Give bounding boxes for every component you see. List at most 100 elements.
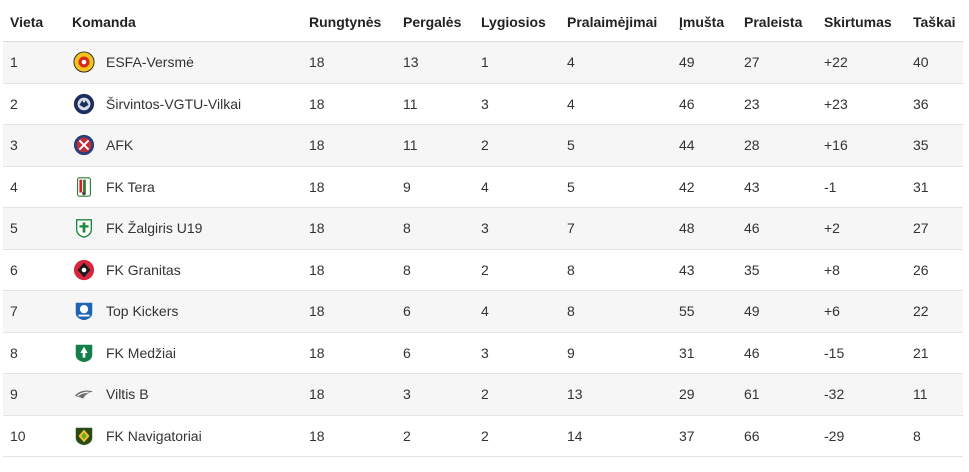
points-cell: 35 xyxy=(906,124,963,167)
team-cell: Viltis B xyxy=(65,373,302,416)
wins-cell: 6 xyxy=(396,290,474,333)
scored-cell: 46 xyxy=(672,83,737,125)
header-wins[interactable]: Pergalės xyxy=(396,3,474,42)
team-name[interactable]: FK Navigatoriai xyxy=(106,427,202,444)
fk-zalgiris-logo xyxy=(73,217,95,239)
scored-cell: 48 xyxy=(672,207,737,250)
table-row: 10 FK Navigatoriai 18 2 2 14 37 66 -29 8 xyxy=(3,415,963,457)
team-cell: FK Navigatoriai xyxy=(65,415,302,457)
sirvintos-vgtu-vilkai-logo xyxy=(73,93,95,115)
diff-cell: +2 xyxy=(817,207,906,250)
wins-cell: 11 xyxy=(396,83,474,125)
played-cell: 18 xyxy=(302,83,396,125)
losses-cell: 7 xyxy=(560,207,672,250)
team-name[interactable]: Top Kickers xyxy=(106,303,179,320)
points-cell: 21 xyxy=(906,332,963,374)
team-name[interactable]: AFK xyxy=(106,137,134,154)
diff-cell: -15 xyxy=(817,332,906,374)
header-draws[interactable]: Lygiosios xyxy=(474,3,560,42)
losses-cell: 9 xyxy=(560,332,672,374)
fk-navigatoriai-logo xyxy=(73,425,95,447)
top-kickers-logo xyxy=(73,300,95,322)
diff-cell: +23 xyxy=(817,83,906,125)
header-points[interactable]: Taškai xyxy=(906,3,963,42)
fk-medziai-logo xyxy=(73,342,95,364)
table-row: 2 Širvintos-VGTU-Vilkai 18 11 3 4 46 23 +23 36 xyxy=(3,83,963,125)
losses-cell: 4 xyxy=(560,83,672,125)
place-cell: 1 xyxy=(3,41,65,84)
losses-cell: 14 xyxy=(560,415,672,457)
losses-cell: 8 xyxy=(560,249,672,291)
team-cell: FK Tera xyxy=(65,166,302,208)
draws-cell: 2 xyxy=(474,415,560,457)
team-cell: ESFA-Versmė xyxy=(65,41,302,84)
team-name[interactable]: FK Žalgiris U19 xyxy=(106,220,203,237)
points-cell: 40 xyxy=(906,41,963,84)
header-diff[interactable]: Skirtumas xyxy=(817,3,906,42)
played-cell: 18 xyxy=(302,249,396,291)
team-name[interactable]: FK Tera xyxy=(106,178,155,195)
draws-cell: 3 xyxy=(474,207,560,250)
played-cell: 18 xyxy=(302,41,396,84)
team-name[interactable]: ESFA-Versmė xyxy=(106,54,194,71)
wins-cell: 8 xyxy=(396,207,474,250)
place-cell: 5 xyxy=(3,207,65,250)
place-cell: 3 xyxy=(3,124,65,167)
team-name[interactable]: FK Granitas xyxy=(106,261,181,278)
header-place[interactable]: Vieta xyxy=(3,3,65,42)
played-cell: 18 xyxy=(302,207,396,250)
scored-cell: 42 xyxy=(672,166,737,208)
draws-cell: 4 xyxy=(474,290,560,333)
losses-cell: 5 xyxy=(560,166,672,208)
points-cell: 31 xyxy=(906,166,963,208)
draws-cell: 3 xyxy=(474,332,560,374)
points-cell: 36 xyxy=(906,83,963,125)
header-row: Vieta Komanda Rungtynės Pergalės Lygiosi… xyxy=(3,3,963,42)
played-cell: 18 xyxy=(302,332,396,374)
place-cell: 6 xyxy=(3,249,65,291)
team-cell: FK Žalgiris U19 xyxy=(65,207,302,250)
conceded-cell: 49 xyxy=(737,290,817,333)
wins-cell: 6 xyxy=(396,332,474,374)
scored-cell: 29 xyxy=(672,373,737,416)
header-team[interactable]: Komanda xyxy=(65,3,302,42)
losses-cell: 4 xyxy=(560,41,672,84)
wins-cell: 8 xyxy=(396,249,474,291)
scored-cell: 31 xyxy=(672,332,737,374)
wins-cell: 9 xyxy=(396,166,474,208)
table-row: 8 FK Medžiai 18 6 3 9 31 46 -15 21 xyxy=(3,332,963,374)
place-cell: 7 xyxy=(3,290,65,333)
team-name[interactable]: FK Medžiai xyxy=(106,344,177,361)
fk-tera-logo xyxy=(73,176,95,198)
header-conceded[interactable]: Praleista xyxy=(737,3,817,42)
table-row: 9 Viltis B 18 3 2 13 29 61 -32 11 xyxy=(3,373,963,416)
table-row: 6 FK Granitas 18 8 2 8 43 35 +8 26 xyxy=(3,249,963,291)
header-losses[interactable]: Pralaimėjimai xyxy=(560,3,672,42)
wins-cell: 13 xyxy=(396,41,474,84)
place-cell: 9 xyxy=(3,373,65,416)
header-played[interactable]: Rungtynės xyxy=(302,3,396,42)
conceded-cell: 66 xyxy=(737,415,817,457)
draws-cell: 4 xyxy=(474,166,560,208)
team-cell: AFK xyxy=(65,124,302,167)
diff-cell: -29 xyxy=(817,415,906,457)
conceded-cell: 46 xyxy=(737,207,817,250)
played-cell: 18 xyxy=(302,124,396,167)
team-name[interactable]: Širvintos-VGTU-Vilkai xyxy=(106,95,242,112)
viltis-b-logo xyxy=(73,383,95,405)
points-cell: 8 xyxy=(906,415,963,457)
conceded-cell: 23 xyxy=(737,83,817,125)
played-cell: 18 xyxy=(302,373,396,416)
team-cell: FK Medžiai xyxy=(65,332,302,374)
place-cell: 8 xyxy=(3,332,65,374)
team-name[interactable]: Viltis B xyxy=(106,386,149,403)
header-scored[interactable]: Įmušta xyxy=(672,3,737,42)
table-row: 1 ESFA-Versmė 18 13 1 4 49 27 +22 40 xyxy=(3,41,963,84)
losses-cell: 5 xyxy=(560,124,672,167)
diff-cell: -1 xyxy=(817,166,906,208)
wins-cell: 3 xyxy=(396,373,474,416)
scored-cell: 37 xyxy=(672,415,737,457)
wins-cell: 11 xyxy=(396,124,474,167)
table-row: 4 FK Tera 18 9 4 5 42 43 -1 31 xyxy=(3,166,963,208)
scored-cell: 49 xyxy=(672,41,737,84)
